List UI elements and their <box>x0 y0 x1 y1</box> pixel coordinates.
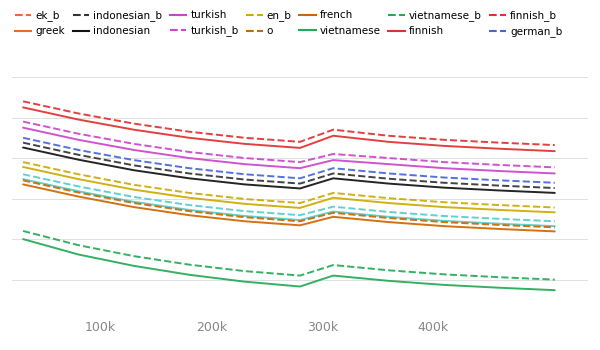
Legend: ek_b, greek, indonesian_b, indonesian, turkish, turkish_b, en_b, o, french, viet: ek_b, greek, indonesian_b, indonesian, t… <box>13 8 564 40</box>
